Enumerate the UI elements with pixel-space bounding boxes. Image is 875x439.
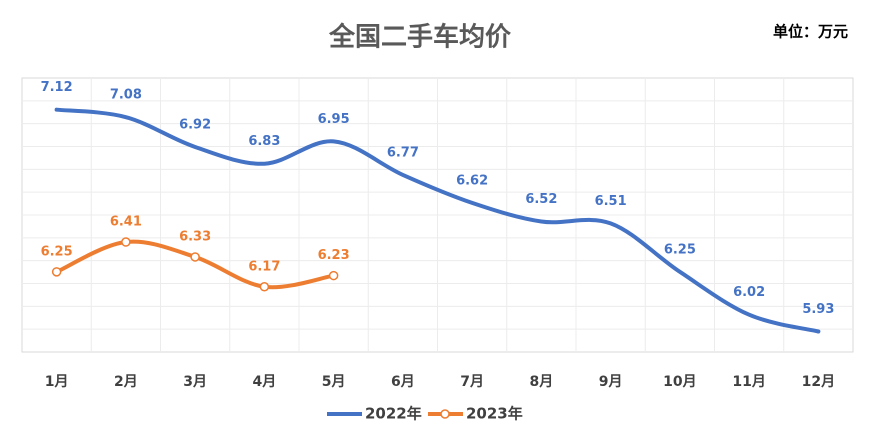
legend-label: 2023年 (466, 405, 523, 423)
data-label: 6.25 (41, 244, 73, 259)
x-tick-label: 5月 (322, 374, 346, 390)
x-tick-label: 11月 (732, 374, 765, 390)
marker (259, 282, 270, 292)
data-label: 6.51 (595, 194, 627, 209)
data-label: 6.83 (248, 134, 280, 149)
data-label: 6.17 (248, 259, 280, 274)
data-label: 7.12 (41, 80, 73, 95)
x-tick-label: 10月 (663, 374, 696, 390)
chart-title: 全国二手车均价 (328, 22, 512, 53)
x-tick-label: 9月 (599, 374, 623, 390)
x-tick-label: 8月 (530, 374, 554, 390)
marker (121, 237, 131, 247)
legend-label: 2022年 (365, 405, 422, 423)
marker (190, 252, 200, 262)
data-label: 7.08 (110, 88, 142, 103)
x-tick-label: 2月 (114, 374, 138, 390)
x-tick-label: 4月 (253, 374, 277, 390)
data-label: 6.02 (733, 285, 765, 300)
data-label: 6.41 (110, 215, 142, 230)
x-tick-label: 12月 (802, 374, 835, 390)
data-label: 6.23 (318, 248, 350, 263)
unit-note: 单位：万元 (773, 23, 848, 41)
x-tick-label: 7月 (460, 374, 484, 390)
data-label: 6.62 (456, 173, 488, 188)
marker (328, 270, 339, 281)
data-label: 6.92 (179, 117, 211, 132)
data-label: 5.93 (802, 302, 834, 317)
data-label: 6.52 (525, 192, 557, 207)
x-tick-label: 1月 (45, 374, 69, 390)
x-tick-label: 6月 (391, 374, 415, 390)
x-tick-label: 3月 (183, 374, 207, 390)
data-label: 6.33 (179, 229, 211, 244)
grid (22, 78, 853, 352)
data-label: 6.95 (318, 112, 350, 127)
data-label: 6.77 (387, 145, 419, 160)
data-label: 6.25 (664, 242, 696, 257)
marker (51, 267, 62, 277)
series-line (54, 239, 336, 290)
series-line (54, 107, 821, 334)
legend-marker (440, 409, 450, 419)
